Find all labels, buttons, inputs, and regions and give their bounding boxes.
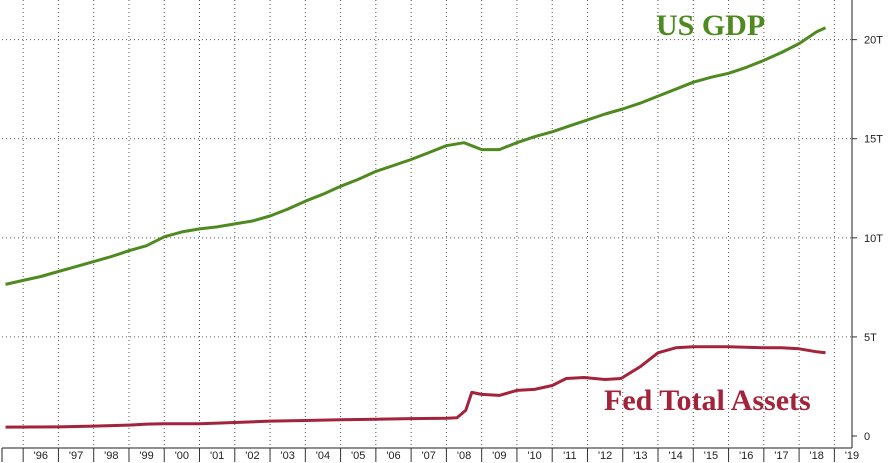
x-tick-label: '06	[386, 450, 400, 462]
grid	[2, 0, 852, 448]
x-tick-label: '07	[422, 450, 436, 462]
x-tick-label: '05	[351, 450, 365, 462]
y-tick-label: 15T	[864, 134, 883, 146]
series-line-us-gdp	[5, 26, 827, 286]
x-tick-label: '04	[316, 450, 330, 462]
x-tick-label: '17	[774, 450, 788, 462]
x-tick-label: '14	[668, 450, 682, 462]
series-lines	[5, 26, 827, 429]
y-tick-label: 10T	[864, 233, 883, 245]
x-tick-label: '08	[457, 450, 471, 462]
y-tick-label: 20T	[864, 35, 883, 47]
labels: US GDP Fed Total Assets	[604, 9, 811, 417]
x-tick-label: '09	[492, 450, 506, 462]
x-tick-label: '96	[34, 450, 48, 462]
x-tick-label: '11	[563, 450, 577, 462]
x-tick-label: '02	[245, 450, 259, 462]
x-tick-label: '10	[527, 450, 541, 462]
x-tick-label: '19	[845, 450, 859, 462]
series-line-fed-total-assets	[5, 345, 826, 429]
x-tick-label: '01	[210, 450, 224, 462]
x-tick-label: '12	[598, 450, 612, 462]
x-tick-label: '16	[739, 450, 753, 462]
x-tick-label: '00	[175, 450, 189, 462]
x-tick-label: '18	[810, 450, 824, 462]
x-tick-label: '97	[69, 450, 83, 462]
y-tick-label: 0	[864, 431, 870, 443]
x-tick-label: '15	[704, 450, 718, 462]
x-tick-label: '99	[139, 450, 153, 462]
series-label-fed-total-assets: Fed Total Assets	[604, 384, 811, 417]
x-tick-label: '13	[633, 450, 647, 462]
series-label-us-gdp: US GDP	[656, 9, 765, 42]
x-tick-label: '98	[104, 450, 118, 462]
y-tick-label: 5T	[864, 332, 877, 344]
x-tick-label: '03	[281, 450, 295, 462]
